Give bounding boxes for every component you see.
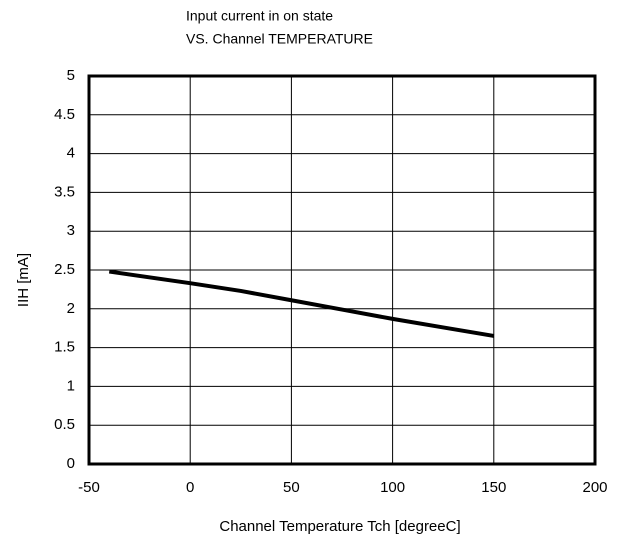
y-tick-label: 1.5 bbox=[54, 339, 75, 356]
data-line bbox=[108, 269, 495, 338]
chart-subtitle: VS. Channel TEMPERATURE bbox=[186, 31, 373, 47]
y-tick-label: 1 bbox=[67, 377, 75, 394]
y-tick-label: 0.5 bbox=[54, 416, 75, 433]
x-tick-label: 50 bbox=[283, 479, 300, 496]
y-axis-label: IIH [mA] bbox=[15, 253, 32, 307]
y-tick-label: 5 bbox=[67, 67, 75, 84]
x-axis-label: Channel Temperature Tch [degreeC] bbox=[219, 518, 460, 535]
x-tick-label: 150 bbox=[481, 479, 506, 496]
y-tick-label: 3.5 bbox=[54, 183, 75, 200]
x-tick-label: -50 bbox=[78, 479, 100, 496]
plot-border bbox=[87, 74, 597, 466]
chart-title: Input current in on state bbox=[186, 8, 333, 24]
y-tick-label: 2 bbox=[67, 300, 75, 317]
x-tick-label: 200 bbox=[582, 479, 607, 496]
y-tick-label: 4 bbox=[67, 145, 75, 162]
y-tick-label: 2.5 bbox=[54, 261, 75, 278]
y-tick-label: 4.5 bbox=[54, 106, 75, 123]
x-tick-label: 0 bbox=[186, 479, 194, 496]
y-tick-label: 0 bbox=[67, 455, 75, 472]
y-tick-label: 3 bbox=[67, 222, 75, 239]
x-tick-label: 100 bbox=[380, 479, 405, 496]
